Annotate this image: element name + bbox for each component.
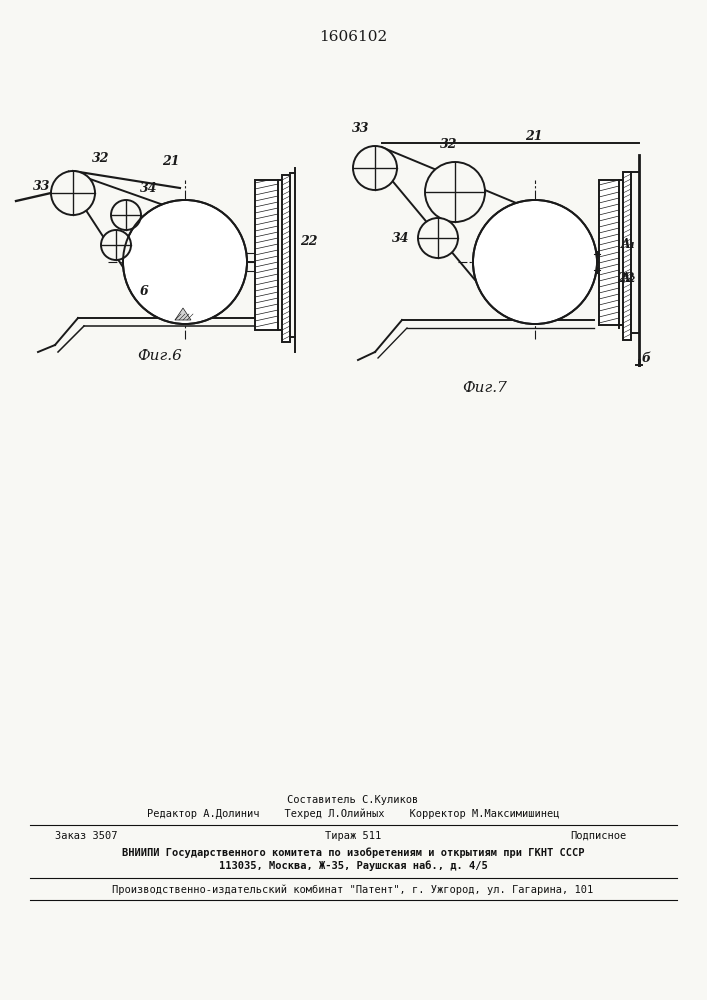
Text: 21: 21 (525, 130, 542, 143)
Circle shape (418, 218, 458, 258)
Text: 22: 22 (300, 235, 317, 248)
Text: A₁: A₁ (621, 238, 636, 251)
Text: 6: 6 (140, 285, 148, 298)
Polygon shape (282, 175, 290, 342)
Text: Фиг.6: Фиг.6 (138, 349, 182, 363)
Text: 32: 32 (92, 152, 110, 165)
Text: 33: 33 (352, 122, 370, 135)
Text: Составитель С.Куликов: Составитель С.Куликов (287, 795, 419, 805)
Text: Фиг.7: Фиг.7 (462, 381, 508, 395)
Circle shape (51, 171, 95, 215)
Text: Редактор А.Долинич    Техред Л.Олийных    Корректор М.Максимишинец: Редактор А.Долинич Техред Л.Олийных Корр… (147, 809, 559, 819)
Text: ВНИИПИ Государственного комитета по изобретениям и открытиям при ГКНТ СССР: ВНИИПИ Государственного комитета по изоб… (122, 848, 584, 858)
Polygon shape (175, 308, 191, 320)
Text: A₂: A₂ (621, 272, 636, 285)
Text: Заказ 3507: Заказ 3507 (55, 831, 117, 841)
Text: 34: 34 (140, 182, 158, 195)
Text: Тираж 511: Тираж 511 (325, 831, 381, 841)
Circle shape (101, 230, 131, 260)
Text: 113035, Москва, Ж-35, Раушская наб., д. 4/5: 113035, Москва, Ж-35, Раушская наб., д. … (218, 861, 487, 871)
Circle shape (473, 200, 597, 324)
Polygon shape (599, 180, 619, 325)
Text: Подписное: Подписное (570, 831, 626, 841)
Circle shape (425, 162, 485, 222)
Text: 32: 32 (440, 138, 457, 151)
Text: Производственно-издательский комбинат "Патент", г. Ужгород, ул. Гагарина, 101: Производственно-издательский комбинат "П… (112, 885, 594, 895)
Circle shape (353, 146, 397, 190)
Circle shape (111, 200, 141, 230)
Polygon shape (255, 180, 278, 330)
Text: 34: 34 (392, 232, 409, 245)
Text: б: б (642, 352, 651, 365)
Text: 33: 33 (33, 180, 50, 193)
Circle shape (123, 200, 247, 324)
Text: 21: 21 (162, 155, 180, 168)
Text: 22: 22 (617, 272, 634, 285)
Polygon shape (623, 172, 631, 340)
Text: 1606102: 1606102 (319, 30, 387, 44)
